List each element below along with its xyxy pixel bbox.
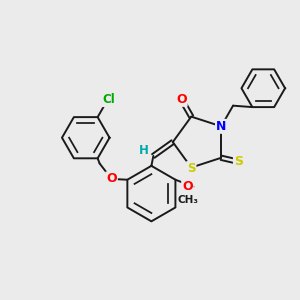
Text: O: O bbox=[176, 93, 187, 106]
Text: CH₃: CH₃ bbox=[178, 194, 199, 205]
Text: H: H bbox=[139, 145, 148, 158]
Text: S: S bbox=[234, 155, 243, 168]
Text: O: O bbox=[182, 180, 193, 193]
Text: S: S bbox=[187, 162, 196, 175]
Text: N: N bbox=[216, 120, 226, 133]
Text: Cl: Cl bbox=[102, 93, 115, 106]
Text: O: O bbox=[106, 172, 117, 185]
